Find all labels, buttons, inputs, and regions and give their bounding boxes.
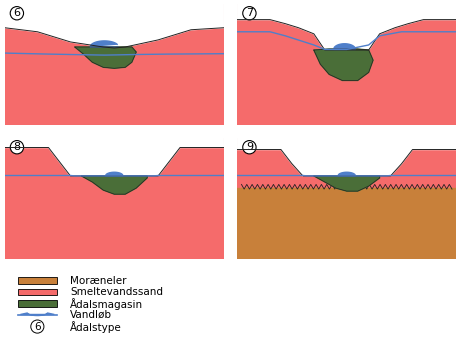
Polygon shape	[106, 172, 123, 176]
Bar	[18, 277, 57, 284]
Polygon shape	[314, 49, 373, 80]
Polygon shape	[303, 176, 390, 185]
Polygon shape	[237, 137, 456, 259]
Polygon shape	[314, 176, 379, 191]
Polygon shape	[5, 3, 224, 48]
Bar	[18, 289, 57, 295]
Text: Ådalsmagasin: Ådalsmagasin	[70, 297, 143, 310]
Polygon shape	[5, 3, 224, 125]
Polygon shape	[75, 47, 136, 68]
Text: Moræneler: Moræneler	[70, 275, 127, 286]
Text: 7: 7	[246, 8, 253, 18]
Polygon shape	[237, 3, 456, 50]
Text: Vandløb: Vandløb	[70, 310, 112, 320]
Polygon shape	[334, 44, 355, 49]
Text: 9: 9	[246, 142, 253, 152]
Polygon shape	[20, 313, 54, 315]
Polygon shape	[237, 3, 456, 125]
Polygon shape	[82, 176, 147, 194]
Text: 8: 8	[13, 142, 20, 152]
Bar	[18, 300, 57, 307]
Polygon shape	[338, 172, 355, 176]
Text: Ådalstype: Ådalstype	[70, 321, 122, 333]
Polygon shape	[237, 137, 456, 176]
Polygon shape	[71, 176, 158, 177]
Text: 6: 6	[34, 321, 41, 332]
Polygon shape	[5, 137, 224, 176]
Polygon shape	[237, 188, 456, 259]
Text: Smeltevandssand: Smeltevandssand	[70, 287, 163, 297]
Polygon shape	[5, 137, 224, 259]
Text: 6: 6	[13, 8, 20, 18]
